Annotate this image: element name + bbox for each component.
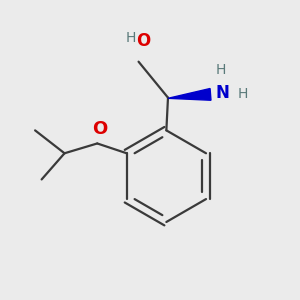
- Text: H: H: [237, 87, 248, 101]
- Text: H: H: [215, 63, 226, 77]
- Text: O: O: [92, 120, 107, 138]
- Text: H: H: [125, 31, 136, 45]
- Polygon shape: [168, 88, 211, 100]
- Text: N: N: [215, 84, 229, 102]
- Text: O: O: [136, 32, 151, 50]
